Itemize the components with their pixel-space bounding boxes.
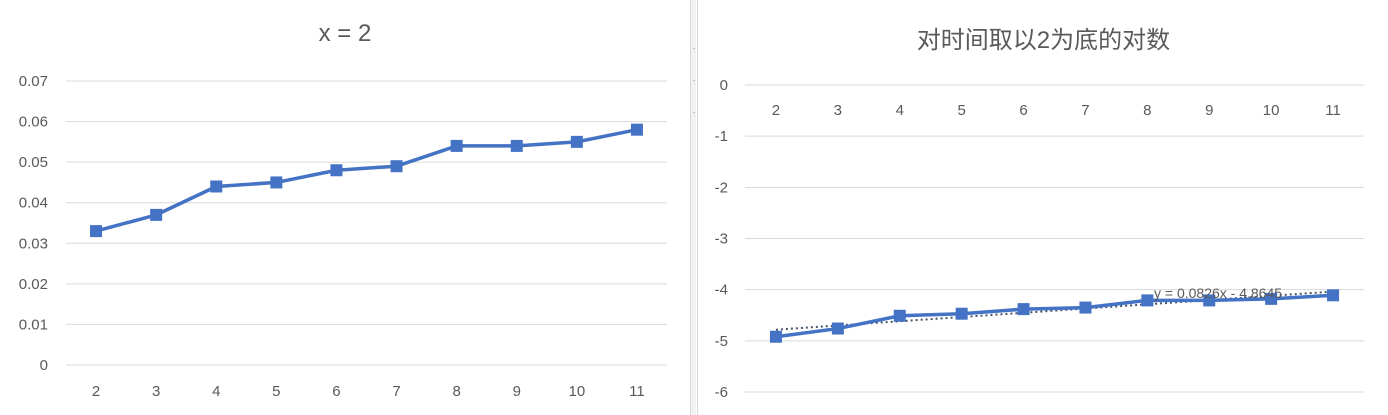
x-tick-label: 8 bbox=[1143, 102, 1151, 119]
data-point bbox=[90, 225, 103, 238]
data-point bbox=[390, 160, 403, 173]
y-tick-label: -4 bbox=[715, 282, 728, 299]
x-tick-label: 8 bbox=[452, 383, 460, 400]
x-tick-label: 4 bbox=[212, 383, 220, 400]
x-tick-label: 7 bbox=[392, 383, 400, 400]
chart-title: x = 2 bbox=[318, 20, 372, 47]
y-tick-label: 0 bbox=[40, 357, 48, 374]
y-tick-label: 0.06 bbox=[19, 114, 48, 131]
data-point bbox=[1327, 289, 1340, 302]
x-tick-label: 9 bbox=[513, 383, 521, 400]
data-point bbox=[1203, 294, 1216, 307]
data-point bbox=[270, 176, 283, 189]
x-tick-label: 7 bbox=[1081, 102, 1089, 119]
series-line bbox=[95, 127, 638, 233]
trendline-equation: y = 0.0826x - 4.8645 bbox=[1154, 285, 1282, 301]
y-tick-label: 0.04 bbox=[19, 195, 48, 212]
y-tick-label: -3 bbox=[715, 231, 728, 248]
y-tick-label: 0.01 bbox=[19, 316, 48, 333]
data-point bbox=[1265, 292, 1278, 305]
separator-tick bbox=[693, 112, 695, 113]
data-point bbox=[893, 309, 906, 322]
data-point bbox=[330, 164, 343, 177]
x-tick-label: 4 bbox=[896, 102, 904, 119]
x-tick-label: 9 bbox=[1205, 102, 1213, 119]
x-tick-label: 2 bbox=[92, 383, 100, 400]
x-tick-label: 6 bbox=[1019, 102, 1027, 119]
x-tick-label: 5 bbox=[957, 102, 965, 119]
chart-right: 对时间取以2为底的对数 0 -1 -2 -3 -4 -5 -6 2 3 4 5 6 7 8 9 10 11 y =… bbox=[697, 0, 1388, 415]
x-tick-label: 3 bbox=[834, 102, 842, 119]
data-point bbox=[570, 135, 583, 148]
x-tick-label: 3 bbox=[152, 383, 160, 400]
y-tick-label: 0.02 bbox=[19, 276, 48, 293]
chart-title: 对时间取以2为底的对数 bbox=[916, 27, 1171, 54]
separator-tick bbox=[693, 80, 695, 81]
data-point bbox=[955, 307, 968, 320]
data-point bbox=[150, 208, 163, 221]
x-tick-label: 10 bbox=[1263, 102, 1280, 119]
x-tick-label: 11 bbox=[1325, 102, 1341, 119]
chart-left-plot: 0 0.01 0.02 0.03 0.04 0.05 0.06 0.07 2 3 4 5 6 7 8 9 10 1… bbox=[19, 73, 667, 400]
y-tick-label: 0.07 bbox=[19, 73, 48, 90]
separator-tick bbox=[693, 48, 695, 49]
chart-right-plot: 0 -1 -2 -3 -4 -5 -6 2 3 4 5 6 7 8 9 10 11 y = 0.0826x - 4… bbox=[715, 77, 1364, 401]
x-tick-label: 5 bbox=[272, 383, 280, 400]
chart-left: x = 2 0 0.01 0.02 0.03 0.04 0.05 0.06 0.07 2 3 4 5 6… bbox=[0, 0, 691, 415]
x-tick-label: 6 bbox=[332, 383, 340, 400]
y-tick-label: -6 bbox=[715, 384, 728, 401]
y-tick-label: -1 bbox=[715, 128, 728, 145]
y-tick-label: 0 bbox=[720, 77, 728, 94]
data-point bbox=[210, 180, 223, 193]
data-point bbox=[1079, 301, 1092, 314]
data-point bbox=[1141, 294, 1154, 307]
data-point bbox=[769, 330, 782, 343]
x-tick-label: 2 bbox=[772, 102, 780, 119]
data-point bbox=[1017, 303, 1030, 316]
data-point bbox=[831, 322, 844, 335]
x-tick-label: 10 bbox=[569, 383, 586, 400]
y-tick-label: 0.03 bbox=[19, 235, 48, 252]
data-point bbox=[450, 139, 463, 152]
y-tick-label: -2 bbox=[715, 179, 728, 196]
data-point bbox=[510, 139, 523, 152]
y-tick-label: 0.05 bbox=[19, 154, 48, 171]
data-point bbox=[630, 123, 643, 136]
series-line bbox=[775, 293, 1334, 339]
y-tick-label: -5 bbox=[715, 333, 728, 350]
chart-separator bbox=[691, 0, 696, 415]
x-tick-label: 11 bbox=[629, 383, 645, 400]
